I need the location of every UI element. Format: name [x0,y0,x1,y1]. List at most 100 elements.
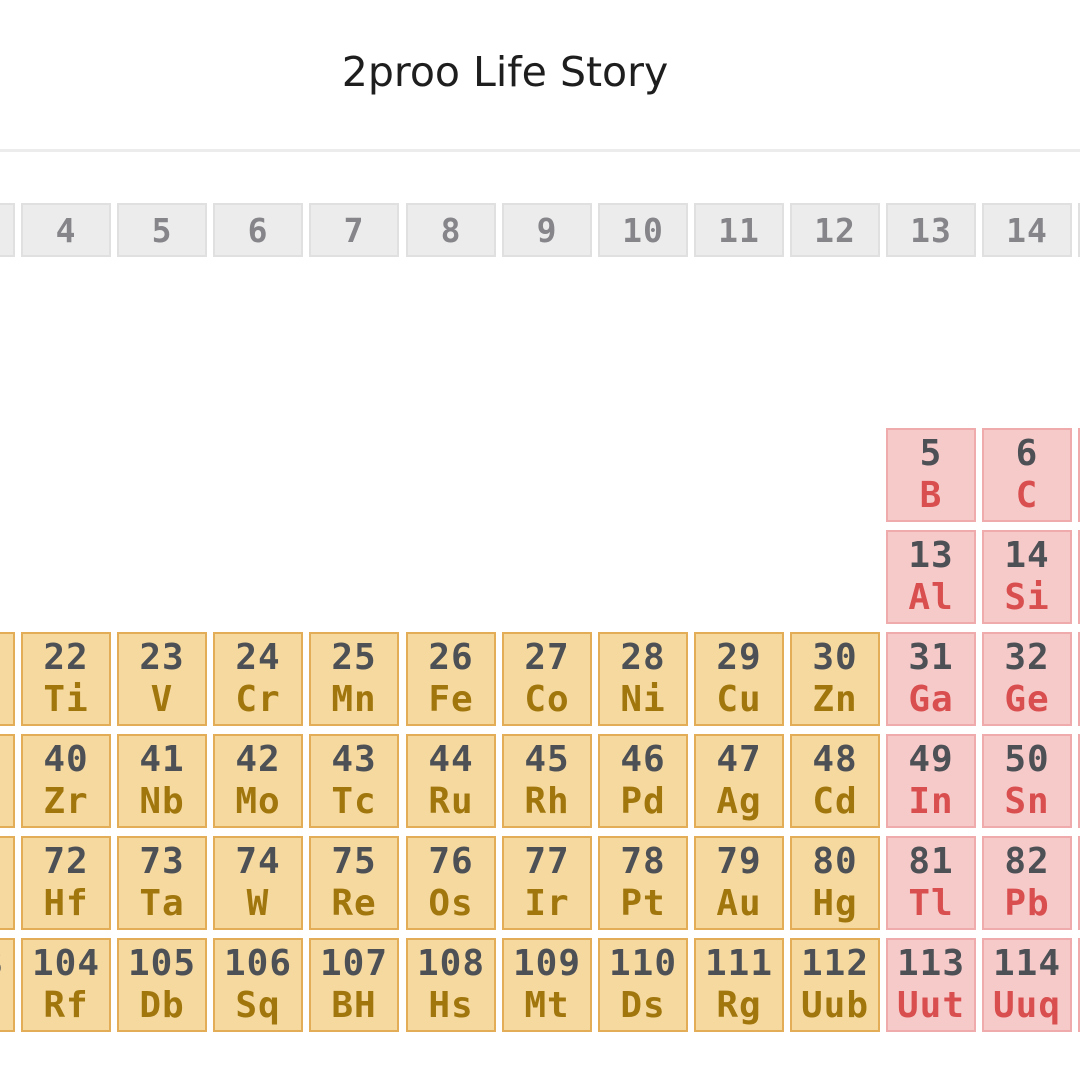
atomic-number: 41 [139,739,185,780]
page-title: 2proo Life Story [341,48,669,96]
element-cell-Fe[interactable]: 26 Fe [406,632,496,726]
element-cell-Al[interactable]: 13 Al [886,530,976,624]
element-cell-Sn[interactable]: 50 Sn [982,734,1072,828]
element-symbol: Uut [896,985,966,1026]
element-cell-BH[interactable]: 107 BH [309,938,399,1032]
element-cell-Pb[interactable]: 82 Pb [982,836,1072,930]
element-cell-Hs[interactable]: 108 Hs [406,938,496,1032]
element-cell-Au[interactable]: 79 Au [694,836,784,930]
atomic-number: 110 [608,943,678,984]
element-symbol: Rf [43,985,89,1026]
element-symbol: Ir [524,883,570,924]
element-symbol: Mo [235,781,281,822]
atomic-number: 23 [139,637,185,678]
element-cell-Ta[interactable]: 73 Ta [117,836,207,930]
element-cell-Co[interactable]: 27 Co [502,632,592,726]
element-cell-Re[interactable]: 75 Re [309,836,399,930]
element-cell-Cr[interactable]: 24 Cr [213,632,303,726]
group-header-13: 13 [886,203,976,257]
element-cell-Y[interactable]: 39Y [0,734,15,828]
atomic-number: 44 [428,739,474,780]
element-cell-Si[interactable]: 14 Si [982,530,1072,624]
element-cell-In[interactable]: 49 In [886,734,976,828]
atomic-number: 13 [908,535,954,576]
element-cell-Uuq[interactable]: 114 Uuq [982,938,1072,1032]
element-cell-Ge[interactable]: 32 Ge [982,632,1072,726]
element-cell-Lr[interactable]: 103Lr [0,938,15,1032]
element-cell-Mn[interactable]: 25 Mn [309,632,399,726]
element-cell-Bi[interactable]: 83Bi [1078,836,1080,930]
element-symbol: Al [908,577,954,618]
element-cell-Db[interactable]: 105 Db [117,938,207,1032]
atomic-number: 114 [992,943,1062,984]
element-symbol: Sq [235,985,281,1026]
element-symbol: Au [716,883,762,924]
atomic-number: 104 [31,943,101,984]
atomic-number: 108 [416,943,486,984]
element-cell-Cd[interactable]: 48 Cd [790,734,880,828]
element-cell-Sc[interactable]: 21Sc [0,632,15,726]
element-cell-Zn[interactable]: 30 Zn [790,632,880,726]
element-cell-Uut[interactable]: 113 Uut [886,938,976,1032]
element-symbol: Cd [812,781,858,822]
element-cell-Uub[interactable]: 112 Uub [790,938,880,1032]
atomic-number: 43 [331,739,377,780]
element-symbol: V [150,679,174,720]
element-cell-Ni[interactable]: 28 Ni [598,632,688,726]
element-cell-V[interactable]: 23 V [117,632,207,726]
atomic-number: 79 [716,841,762,882]
element-cell-Hg[interactable]: 80 Hg [790,836,880,930]
element-cell-Pt[interactable]: 78 Pt [598,836,688,930]
atomic-number: 81 [908,841,954,882]
element-cell-Ir[interactable]: 77 Ir [502,836,592,930]
element-symbol: Co [524,679,570,720]
element-cell-Cu[interactable]: 29 Cu [694,632,784,726]
element-cell-W[interactable]: 74 W [213,836,303,930]
element-cell-Rf[interactable]: 104 Rf [21,938,111,1032]
atomic-number: 29 [716,637,762,678]
element-cell-Tc[interactable]: 43 Tc [309,734,399,828]
element-symbol: Nb [139,781,185,822]
element-symbol: Db [139,985,185,1026]
element-cell-Ru[interactable]: 44 Ru [406,734,496,828]
element-symbol: Rg [716,985,762,1026]
element-cell-Ds[interactable]: 110 Ds [598,938,688,1032]
element-cell-As[interactable]: 33As [1078,632,1080,726]
atomic-number: 49 [908,739,954,780]
element-cell-Ga[interactable]: 31 Ga [886,632,976,726]
atomic-number: 32 [1004,637,1050,678]
element-cell-Lu[interactable]: 71Lu [0,836,15,930]
element-cell-Os[interactable]: 76 Os [406,836,496,930]
element-cell-P[interactable]: 15P [1078,530,1080,624]
element-cell-Rg[interactable]: 111 Rg [694,938,784,1032]
element-cell-Mo[interactable]: 42 Mo [213,734,303,828]
element-cell-Ag[interactable]: 47 Ag [694,734,784,828]
element-symbol: In [908,781,954,822]
element-symbol: Ge [1004,679,1050,720]
atomic-number: 107 [319,943,389,984]
atomic-number: 75 [331,841,377,882]
element-cell-Sq[interactable]: 106 Sq [213,938,303,1032]
element-cell-N[interactable]: 7N [1078,428,1080,522]
atomic-number: 45 [524,739,570,780]
element-cell-Mt[interactable]: 109 Mt [502,938,592,1032]
element-cell-Pd[interactable]: 46 Pd [598,734,688,828]
atomic-number: 105 [127,943,197,984]
element-symbol: Pt [620,883,666,924]
element-cell-Nb[interactable]: 41 Nb [117,734,207,828]
element-cell-Sb[interactable]: 51Sb [1078,734,1080,828]
group-header-12: 12 [790,203,880,257]
element-cell-Uup[interactable]: 115Uup [1078,938,1080,1032]
element-symbol: Ag [716,781,762,822]
element-cell-Tl[interactable]: 81 Tl [886,836,976,930]
element-cell-Zr[interactable]: 40 Zr [21,734,111,828]
element-cell-Hf[interactable]: 72 Hf [21,836,111,930]
atomic-number: 106 [223,943,293,984]
element-symbol: Zn [812,679,858,720]
element-cell-Rh[interactable]: 45 Rh [502,734,592,828]
element-symbol: Ga [908,679,954,720]
element-cell-Ti[interactable]: 22 Ti [21,632,111,726]
